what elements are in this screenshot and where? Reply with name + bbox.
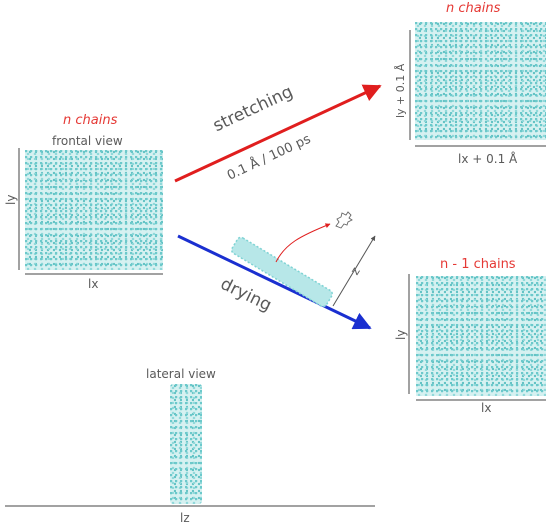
- drying-slab: [230, 236, 334, 308]
- n-chains-left-label: n chains: [63, 113, 118, 128]
- z-axis: [332, 235, 376, 307]
- n-chains-top-right-label: n chains: [446, 1, 501, 16]
- leaving-chain: [335, 211, 353, 229]
- frontal-view-panel: [25, 150, 163, 270]
- lz-label: lz: [180, 511, 190, 525]
- evaporation-arrow: [275, 223, 331, 263]
- n-minus-1-chains-text: n - 1 chains: [440, 257, 516, 272]
- ly-right-label: ly: [394, 329, 408, 340]
- lateral-view-label: lateral view: [146, 367, 216, 381]
- lx-left-label: lx: [88, 277, 99, 291]
- ly-left-label: ly: [4, 194, 18, 205]
- stretching-arrow: [174, 84, 382, 183]
- lateral-view-slab: [170, 384, 202, 504]
- n-minus-1-chains-label: n - 1 chains: [440, 257, 516, 272]
- frontal-view-label: frontal view: [52, 134, 123, 148]
- drying-arrow: [177, 234, 372, 330]
- stretched-panel: [415, 22, 546, 140]
- lx-stretched-label: lx + 0.1 Å: [458, 152, 518, 166]
- ly-stretched-label: ly + 0.1 Å: [394, 63, 407, 118]
- dried-panel: [416, 276, 546, 396]
- lx-right-label: lx: [481, 401, 492, 415]
